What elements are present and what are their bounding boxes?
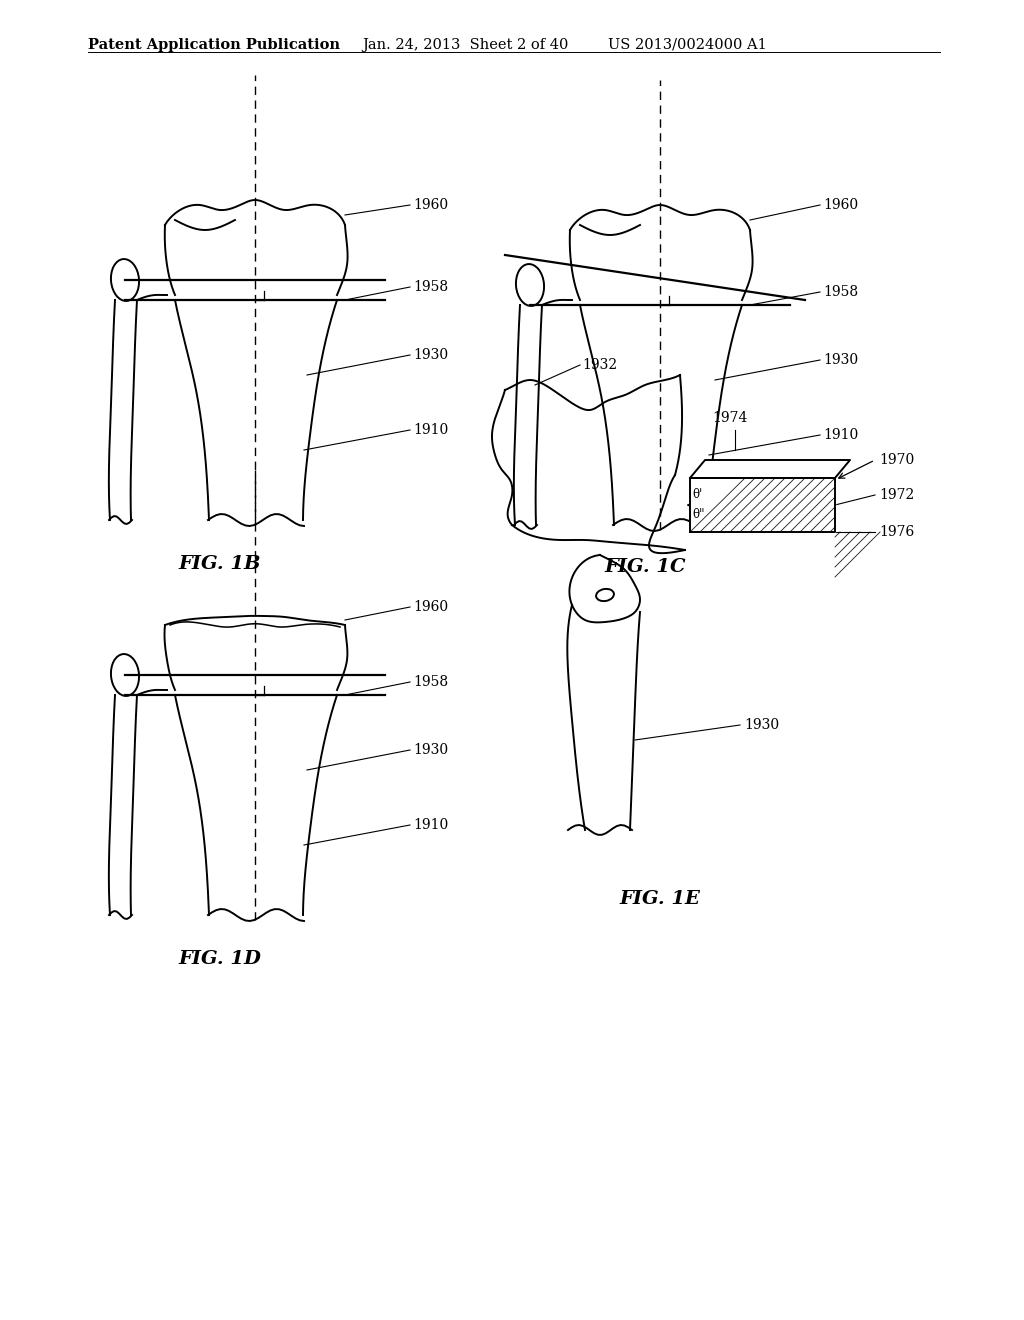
Text: Patent Application Publication: Patent Application Publication — [88, 38, 340, 51]
Text: US 2013/0024000 A1: US 2013/0024000 A1 — [608, 38, 767, 51]
Text: 1958: 1958 — [413, 675, 449, 689]
Text: FIG. 1D: FIG. 1D — [178, 950, 261, 968]
Text: FIG. 1E: FIG. 1E — [620, 890, 700, 908]
Text: 1932: 1932 — [582, 358, 617, 372]
Text: 1910: 1910 — [413, 422, 449, 437]
Text: θ": θ" — [692, 508, 705, 521]
Text: FIG. 1B: FIG. 1B — [179, 554, 261, 573]
Polygon shape — [690, 459, 850, 478]
Text: 1960: 1960 — [823, 198, 858, 213]
Text: θ': θ' — [692, 488, 702, 502]
Text: 1930: 1930 — [413, 743, 449, 756]
Text: 1960: 1960 — [413, 198, 449, 213]
Text: FIG. 1C: FIG. 1C — [604, 558, 686, 576]
Text: 1960: 1960 — [413, 601, 449, 614]
Text: 1910: 1910 — [413, 818, 449, 832]
Text: 1930: 1930 — [413, 348, 449, 362]
Text: 1976: 1976 — [879, 525, 914, 539]
Text: 1910: 1910 — [823, 428, 858, 442]
Text: 1958: 1958 — [823, 285, 858, 300]
Text: 1970: 1970 — [879, 453, 914, 467]
Text: 1930: 1930 — [744, 718, 779, 733]
Text: 1958: 1958 — [413, 280, 449, 294]
Polygon shape — [690, 478, 835, 532]
Text: 1972: 1972 — [879, 488, 914, 502]
Text: 1974: 1974 — [713, 411, 748, 425]
Text: 1930: 1930 — [823, 352, 858, 367]
Text: Jan. 24, 2013  Sheet 2 of 40: Jan. 24, 2013 Sheet 2 of 40 — [362, 38, 568, 51]
